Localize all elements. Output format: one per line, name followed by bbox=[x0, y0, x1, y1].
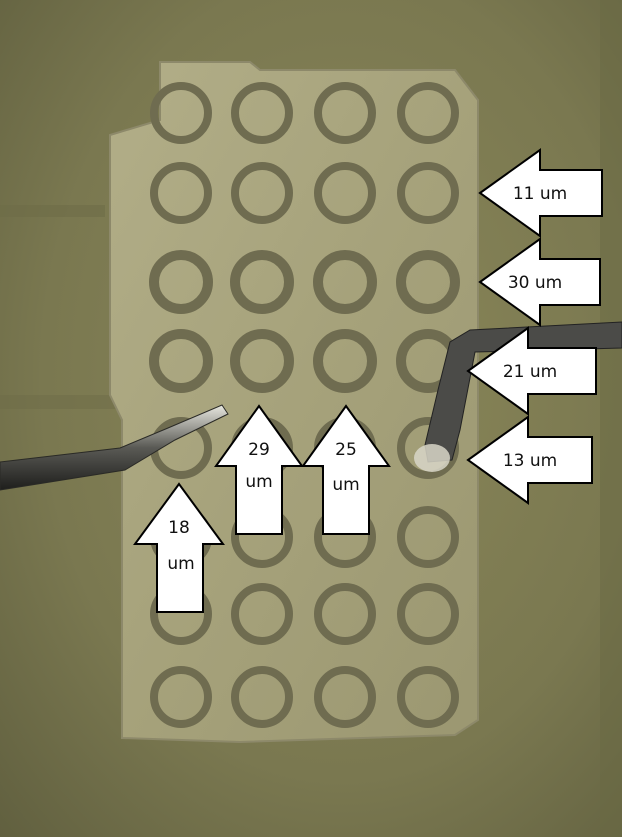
arrow-25-label-line2: um bbox=[332, 475, 359, 495]
pad-ring bbox=[230, 250, 294, 314]
probe-contact-spot bbox=[414, 444, 450, 472]
pad-ring bbox=[314, 583, 376, 645]
pad-ring bbox=[397, 82, 459, 144]
pad-ring bbox=[314, 162, 376, 224]
substrate-stripe bbox=[0, 205, 105, 217]
pad-ring bbox=[231, 82, 293, 144]
pad-ring bbox=[397, 162, 459, 224]
pad-ring bbox=[230, 329, 294, 393]
arrow-30-label: 30 um bbox=[508, 273, 562, 293]
pad-ring bbox=[313, 329, 377, 393]
pad-ring bbox=[231, 162, 293, 224]
ring-grid bbox=[149, 82, 460, 728]
arrow-30-um: 30 um bbox=[478, 237, 601, 327]
pad-ring bbox=[149, 329, 213, 393]
pad-ring bbox=[314, 82, 376, 144]
arrow-25-label-line1: 25 bbox=[335, 440, 357, 460]
arrow-18-label-line2: um bbox=[167, 554, 194, 574]
pad-ring bbox=[150, 162, 212, 224]
pad-ring bbox=[397, 583, 459, 645]
arrow-11-label: 11 um bbox=[513, 184, 567, 204]
arrow-29-label-line1: 29 bbox=[248, 440, 270, 460]
substrate-edge bbox=[600, 0, 622, 837]
arrow-18-um: 18 um bbox=[133, 482, 225, 613]
pad-ring bbox=[150, 82, 212, 144]
arrow-25-um: 25 um bbox=[301, 404, 391, 535]
left-probe-wire bbox=[0, 404, 229, 491]
pad-ring bbox=[397, 506, 459, 568]
pad-ring bbox=[313, 250, 377, 314]
pad-ring bbox=[396, 250, 460, 314]
pad-ring bbox=[231, 666, 293, 728]
substrate-stripe-2 bbox=[0, 395, 125, 409]
arrow-21-um: 21 um bbox=[466, 326, 597, 416]
pad-ring bbox=[397, 666, 459, 728]
arrow-21-label: 21 um bbox=[503, 362, 557, 382]
arrow-13-um: 13 um bbox=[466, 415, 593, 505]
pad-ring bbox=[149, 250, 213, 314]
arrow-13-label: 13 um bbox=[503, 451, 557, 471]
arrow-18-label-line1: 18 bbox=[168, 518, 190, 538]
arrow-29-label-line2: um bbox=[245, 472, 272, 492]
arrow-29-um: 29 um bbox=[214, 404, 304, 535]
arrow-11-um: 11 um bbox=[478, 148, 603, 238]
pad-ring bbox=[231, 583, 293, 645]
pad-ring bbox=[150, 666, 212, 728]
pad-ring bbox=[314, 666, 376, 728]
